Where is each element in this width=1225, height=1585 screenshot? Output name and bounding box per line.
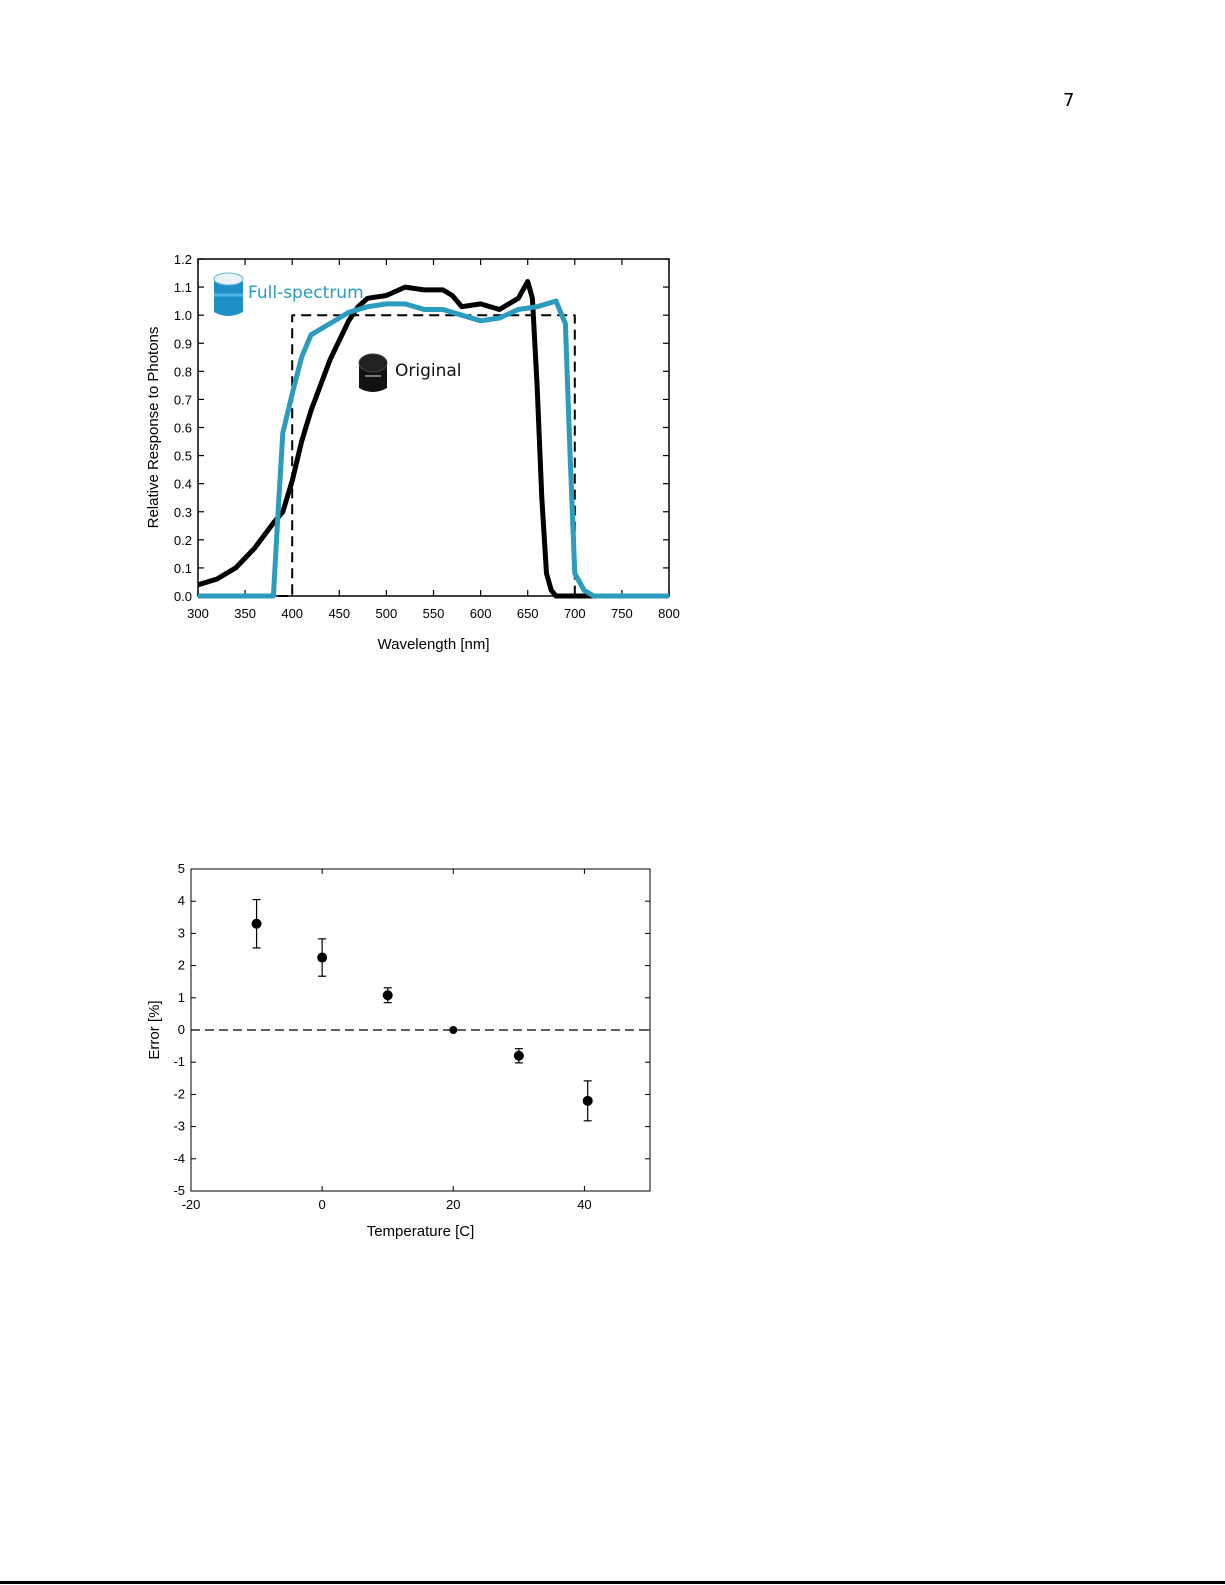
original-line [197,279,669,599]
y-tick-label: 0.5 [174,449,192,464]
full-spectrum-sensor-icon [213,272,244,316]
y-tick-label: 0.6 [174,421,192,436]
x-tick-label: 40 [577,1197,591,1212]
y-tick-label: 2 [178,958,185,973]
spectral-response-series [197,279,669,599]
y-tick-label: 0.4 [174,477,192,492]
x-tick-label: 300 [187,606,209,621]
x-tick-label: 20 [446,1197,460,1212]
plot-frame [190,868,651,1192]
y-tick-label: 5 [178,861,185,876]
full-spectrum-line [198,298,669,599]
data-point [513,1050,524,1061]
page-bottom-rule [0,1581,1225,1584]
spectral-response-legend: Full-spectrum Original [213,272,462,392]
y-tick-label: 1.0 [174,308,192,323]
original-sensor-icon [358,353,388,392]
y-tick-label: 0.1 [174,561,192,576]
y-tick-label: 1.1 [174,280,192,295]
x-tick-label: 800 [658,606,680,621]
data-point [382,990,393,1001]
x-tick-label: 650 [517,606,539,621]
temperature-error-points [251,898,593,1122]
data-point [251,918,262,929]
y-tick-label: 0.7 [174,392,192,407]
spectral-response-axes: 300 350 400 450 500 550 600 650 700 750 800 0.0 0.1 0… [145,252,680,653]
data-point [449,1026,458,1034]
x-tick-label: 450 [328,606,350,621]
y-tick-label: 4 [178,893,185,908]
y-tick-label: 0.2 [174,533,192,548]
data-point [317,952,328,963]
spectral-response-chart: 300 350 400 450 500 550 600 650 700 750 800 0.0 0.1 0… [145,252,680,653]
x-tick-label: 550 [423,606,445,621]
y-axis-label: Error [%] [146,1000,163,1059]
y-tick-label: 1 [178,990,185,1005]
x-axis-label: Wavelength [nm] [378,636,490,653]
y-tick-label: 0 [178,1022,185,1037]
legend-label-original: Original [395,361,462,381]
y-tick-label: 3 [178,925,185,940]
x-tick-label: 0 [319,1197,326,1212]
x-axis-label: Temperature [C] [367,1223,475,1240]
y-tick-label: 0.3 [174,505,192,520]
x-tick-label: 700 [564,606,586,621]
y-tick-label: -3 [173,1119,185,1134]
x-tick-label: -20 [182,1197,201,1212]
ideal-par-line [198,314,669,597]
y-tick-label: 0.9 [174,336,192,351]
y-tick-label: 0.8 [174,364,192,379]
x-tick-label: 350 [234,606,256,621]
y-tick-label: 0.0 [174,589,192,604]
y-tick-label: -1 [173,1054,185,1069]
temperature-error-axes: -20 0 20 40 -5 -4 -3 -2 -1 0 1 2 3 4 5 Temperature [C] E… [146,861,651,1240]
y-tick-label: -4 [173,1151,185,1166]
page-number: 7 [1063,90,1075,111]
y-axis-label: Relative Response to Photons [145,327,162,529]
data-point [582,1095,593,1106]
y-tick-label: 1.2 [174,252,192,267]
x-tick-label: 750 [611,606,633,621]
x-tick-label: 600 [470,606,492,621]
y-tick-label: -2 [173,1086,185,1101]
x-tick-label: 400 [281,606,303,621]
y-tick-label: -5 [173,1183,185,1198]
legend-label-full-spectrum: Full-spectrum [248,283,364,303]
x-tick-label: 500 [376,606,398,621]
